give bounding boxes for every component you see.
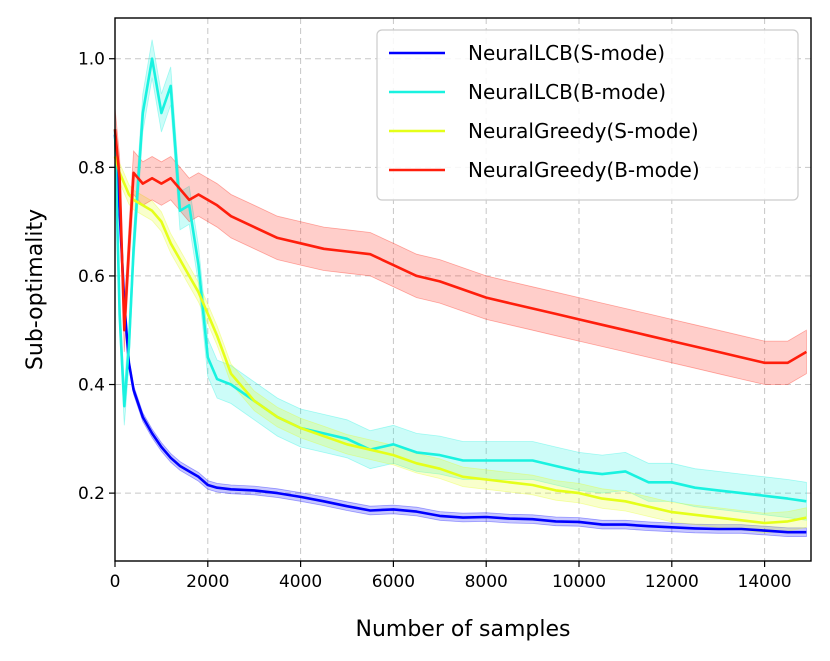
x-axis-label: Number of samples [355,617,570,642]
legend-box [376,29,799,201]
y-tick-label: 0.4 [78,376,105,396]
confidence-band-layer [114,39,807,537]
tick-layer: 0 2000 4000 6000 8000 10000 12000 14000 0.2 0.4 0.… [78,50,792,592]
legend-label: NeuralGreedy(B-mode) [468,158,700,182]
x-tick-label: 8000 [465,572,508,592]
x-tick-label: 14000 [738,572,792,592]
y-tick-label: 0.2 [78,484,105,504]
x-tick-label: 0 [110,572,121,592]
y-tick-label: 1.0 [78,50,105,70]
legend-label: NeuralLCB(S-mode) [468,41,665,65]
x-tick-label: 12000 [645,572,699,592]
y-axis-label: Sub-optimality [23,209,48,370]
series-line-3 [113,156,807,525]
plot-frame [114,17,812,562]
series-line-layer [113,57,808,534]
x-tick-label: 4000 [279,572,322,592]
y-tick-label: 0.6 [78,267,105,287]
series-line-1 [113,134,807,534]
series-band-1 [114,130,807,537]
series-band-3 [114,146,807,534]
legend-label: NeuralGreedy(S-mode) [468,119,699,143]
x-tick-label: 10000 [552,572,606,592]
legend: NeuralLCB(S-mode) NeuralLCB(B-mode) Neural… [376,29,799,201]
x-tick-label: 2000 [186,572,229,592]
x-tick-label: 6000 [372,572,415,592]
series-line-2 [113,57,807,503]
legend-label: NeuralLCB(B-mode) [468,80,666,104]
y-tick-label: 0.8 [78,158,105,178]
series-line-4 [113,129,808,365]
series-band-2 [114,39,807,521]
series-band-4 [114,107,807,385]
